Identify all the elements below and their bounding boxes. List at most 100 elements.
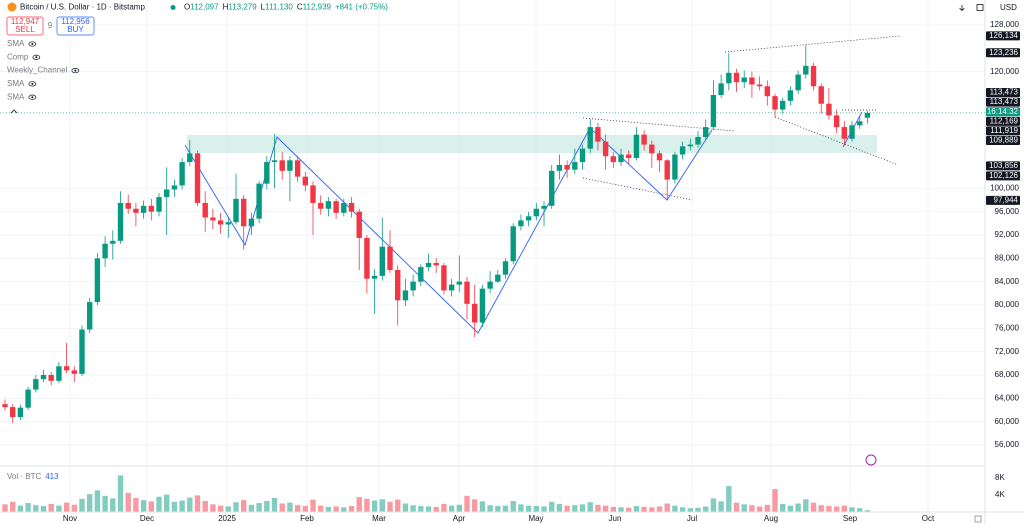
candle-body	[379, 246, 386, 276]
channel-line	[724, 35, 901, 53]
volume-bar	[202, 500, 208, 512]
candle-body	[718, 83, 724, 95]
candle-body	[703, 127, 709, 137]
x-tick-label: Mar	[372, 514, 386, 523]
volume-bar	[664, 503, 670, 512]
sell-button[interactable]	[6, 16, 44, 36]
candle-body	[140, 205, 147, 213]
volume-bar	[595, 504, 601, 512]
candle-body	[25, 389, 31, 408]
y-tick-label: 84,000	[995, 277, 1020, 286]
volume-bar	[618, 507, 624, 512]
change: +841 (+0.75%)	[335, 3, 388, 12]
candle-body	[602, 141, 609, 157]
candle-body	[402, 290, 409, 301]
visibility-icon-pupil[interactable]	[31, 96, 34, 99]
visibility-icon-pupil[interactable]	[31, 43, 34, 45]
download-icon[interactable]	[959, 5, 965, 12]
volume-bar	[810, 502, 817, 512]
volume-bar	[402, 503, 409, 512]
candle-body	[803, 65, 809, 75]
candle-body	[826, 103, 832, 116]
symbol: Bitcoin / U.S. Dollar · 1D · Bitstamp	[20, 3, 145, 12]
visibility-icon-pupil[interactable]	[31, 82, 34, 85]
volume-bar	[564, 505, 570, 512]
volume-bar	[787, 505, 794, 512]
candle-body	[780, 100, 786, 110]
visibility-icon-pupil[interactable]	[35, 56, 38, 59]
visibility-icon[interactable]	[28, 94, 37, 100]
candle-body	[194, 153, 201, 203]
candle-body	[810, 65, 817, 87]
buy-price[interactable]: 112,956	[61, 17, 90, 26]
sell-price[interactable]: 112,947	[11, 17, 40, 26]
volume-bar	[587, 502, 593, 512]
volume-bar	[448, 505, 455, 512]
volume-bar	[579, 504, 586, 512]
volume-bar	[156, 496, 162, 512]
indicator-name: Comp	[7, 52, 29, 61]
volume-bar	[187, 497, 193, 512]
volume-bar	[217, 505, 224, 512]
volume-bar	[364, 498, 370, 512]
volume-bar	[710, 498, 717, 512]
volume-bar	[233, 502, 239, 512]
candle-body	[733, 72, 740, 83]
fullscreen-icon[interactable]	[976, 4, 984, 11]
buy-button[interactable]	[56, 16, 95, 36]
candle-body	[795, 74, 801, 91]
volume-bar	[325, 506, 332, 512]
buy-label[interactable]: BUY	[67, 25, 84, 34]
volume-bar	[410, 505, 416, 512]
candle-body	[518, 220, 524, 227]
volume-bar	[633, 506, 640, 512]
ohlc-prefix: C	[297, 3, 303, 12]
volume-bar	[756, 506, 763, 512]
ohlc-prefix: O	[184, 3, 190, 12]
volume-bar	[518, 504, 524, 512]
volume-bar	[87, 494, 93, 512]
candle-body	[271, 160, 278, 163]
volume-bar	[749, 505, 755, 512]
visibility-icon-pupil[interactable]	[74, 69, 77, 72]
candle-body	[225, 222, 232, 225]
visibility-icon[interactable]	[28, 81, 37, 87]
indicator-name: SMA	[7, 92, 25, 101]
visibility-icon[interactable]	[71, 68, 80, 74]
coin-logo	[7, 2, 17, 12]
visibility-icon[interactable]	[28, 41, 37, 47]
volume-bar	[549, 501, 555, 512]
settings-icon[interactable]	[974, 515, 982, 523]
sell-label[interactable]: SELL	[15, 25, 35, 34]
currency[interactable]: USD	[1000, 3, 1017, 12]
volume-bar	[271, 497, 278, 512]
replay-icon[interactable]	[865, 454, 877, 466]
volume-bar	[610, 506, 617, 512]
candle-body	[395, 270, 401, 301]
volume-bar	[649, 507, 655, 512]
volume-bar	[418, 506, 424, 512]
volume-bar	[510, 500, 516, 512]
collapse-icon[interactable]	[10, 109, 18, 114]
volume-bar	[348, 506, 355, 512]
volume-bar	[17, 505, 24, 512]
candle-body	[310, 185, 316, 203]
volume-bar	[210, 504, 216, 512]
price-label-box	[986, 161, 1020, 171]
candle-body	[695, 137, 701, 145]
price-label-box	[986, 48, 1020, 58]
candle-body	[2, 404, 8, 408]
volume-bar	[341, 507, 347, 512]
y-tick-label: 80,000	[995, 300, 1020, 309]
volume-bar	[40, 506, 47, 512]
volume-bar	[194, 495, 201, 512]
visibility-icon[interactable]	[32, 54, 41, 60]
candle-body	[33, 379, 39, 390]
volume-bar	[264, 500, 270, 512]
price-label: 113,473	[990, 88, 1019, 97]
marks	[0, 45, 985, 512]
price-label: 103,856	[989, 161, 1018, 170]
candle-body	[79, 329, 85, 374]
